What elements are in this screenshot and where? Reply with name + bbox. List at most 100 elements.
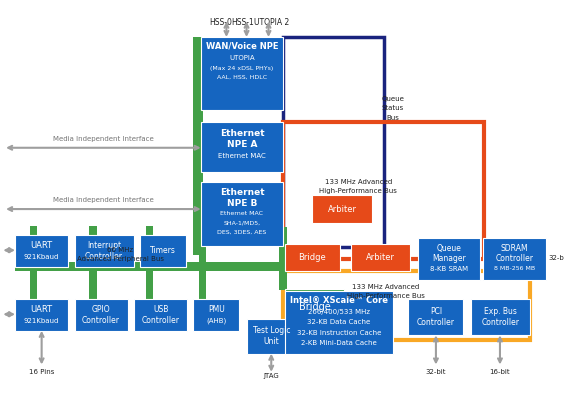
Bar [199,271,206,308]
Bar [89,226,96,262]
Bar [193,299,239,331]
Bar [312,195,372,223]
Text: Ethernet: Ethernet [219,188,265,197]
Text: High-Performance Bus: High-Performance Bus [319,188,397,194]
Bar [15,299,68,331]
Bar [15,262,312,271]
Bar [74,299,127,331]
Text: SDRAM: SDRAM [501,244,528,253]
Text: UTOPIA 2: UTOPIA 2 [254,18,289,27]
Text: 921Kbaud: 921Kbaud [24,254,59,259]
Text: Intel® XScale™ Core: Intel® XScale™ Core [290,296,388,305]
Text: UART: UART [30,305,52,314]
Text: AAL, HSS, HDLC: AAL, HSS, HDLC [217,75,267,80]
Text: Timers: Timers [151,246,176,255]
Text: 16-bit: 16-bit [490,369,510,375]
Text: Arbiter: Arbiter [366,253,395,262]
Text: DES, 3DES, AES: DES, 3DES, AES [217,229,267,234]
Bar [483,238,546,279]
Bar [280,227,287,262]
Text: WAN/Voice NPE: WAN/Voice NPE [206,42,278,51]
Text: Controller: Controller [482,318,519,327]
Text: Advanced Peripheral Bus: Advanced Peripheral Bus [77,256,164,262]
Bar [285,289,345,325]
Bar [280,271,287,290]
Bar [15,235,68,267]
Text: 16 Pins: 16 Pins [29,369,54,375]
Text: 32-bit: 32-bit [548,256,564,261]
Text: Controller: Controller [417,318,455,327]
Text: 32-KB Instruction Cache: 32-KB Instruction Cache [297,330,381,336]
Bar [199,226,206,262]
Bar [285,291,393,353]
Text: Media Independent Interface: Media Independent Interface [54,197,154,203]
Bar [201,37,283,110]
Bar [351,244,410,271]
Text: Exp. Bus: Exp. Bus [484,307,517,316]
Bar [283,122,484,259]
Text: PCI: PCI [430,307,442,316]
Text: 266/400/533 MHz: 266/400/533 MHz [308,309,370,316]
Bar [89,271,96,308]
Text: High-Performance Bus: High-Performance Bus [347,293,425,299]
Text: HSS-1: HSS-1 [232,18,254,27]
Bar [74,235,134,267]
Text: Controller: Controller [142,316,179,325]
Bar [146,226,153,262]
Bar [134,299,187,331]
Bar [283,37,384,248]
Text: 32-bit: 32-bit [426,369,446,375]
Text: Status: Status [382,105,404,111]
Text: Controller: Controller [82,316,120,325]
Text: 133 MHz Advanced: 133 MHz Advanced [352,284,419,290]
Text: Manager: Manager [432,254,466,263]
Text: Queue: Queue [437,244,461,253]
Bar [471,299,530,335]
Bar [417,238,480,279]
Bar [30,271,37,308]
Bar [285,244,340,271]
Text: Ethernet MAC: Ethernet MAC [218,153,266,159]
Text: Bridge: Bridge [299,302,331,312]
Text: UTOPIA: UTOPIA [229,55,255,61]
Text: (AHB): (AHB) [206,318,227,324]
Text: Ethernet MAC: Ethernet MAC [221,211,263,216]
Text: Ethernet: Ethernet [219,129,265,138]
Bar [283,271,530,340]
Text: 2-KB Mini-Data Cache: 2-KB Mini-Data Cache [301,339,377,345]
Text: Test Logic: Test Logic [253,326,290,335]
Text: Controller: Controller [85,252,123,261]
Text: Controller: Controller [496,254,534,263]
Text: Queue: Queue [381,96,404,102]
Text: HSS-0: HSS-0 [209,18,232,27]
Text: NPE B: NPE B [227,199,257,208]
Bar [201,122,283,172]
Text: 133 MHz Advanced: 133 MHz Advanced [324,179,392,185]
Text: SHA-1/MD5,: SHA-1/MD5, [223,220,261,225]
Bar [193,37,202,255]
Text: USB: USB [153,305,168,314]
Bar [140,235,186,267]
Bar [146,271,153,308]
Text: 66 MHz: 66 MHz [107,247,133,253]
Text: UART: UART [30,241,52,250]
Text: GPIO: GPIO [92,305,111,314]
Text: Unit: Unit [263,337,279,346]
Text: Arbiter: Arbiter [328,205,356,214]
Text: NPE A: NPE A [227,140,257,148]
Bar [408,299,464,335]
Text: Interrupt: Interrupt [87,241,121,250]
Text: PMU: PMU [208,305,224,314]
Bar [201,181,283,246]
Text: Bus: Bus [386,115,399,121]
Text: 32-KB Data Cache: 32-KB Data Cache [307,320,371,326]
Text: 8 MB-256 MB: 8 MB-256 MB [494,266,535,271]
Text: Bridge: Bridge [298,253,327,262]
Text: Media Independent Interface: Media Independent Interface [54,136,154,142]
Text: JTAG: JTAG [263,373,279,379]
Text: 921Kbaud: 921Kbaud [24,318,59,324]
Bar [30,226,37,262]
Text: (Max 24 xDSL PHYs): (Max 24 xDSL PHYs) [210,66,274,71]
Bar [246,319,297,353]
Text: 8-KB SRAM: 8-KB SRAM [430,265,468,271]
